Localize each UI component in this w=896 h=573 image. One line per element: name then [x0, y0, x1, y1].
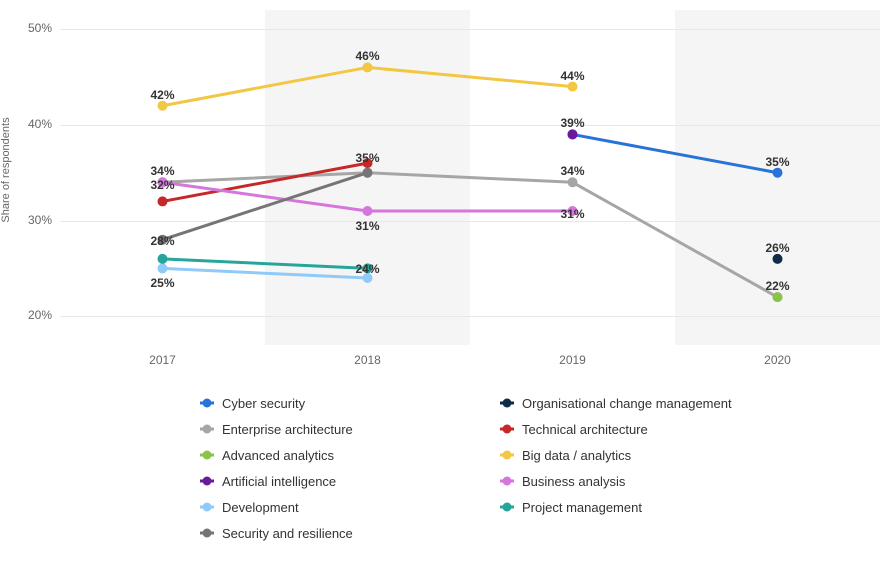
legend-marker-icon [200, 422, 214, 436]
legend-label: Project management [522, 500, 642, 515]
legend-marker-icon [500, 422, 514, 436]
series-marker [568, 82, 578, 92]
y-tick-label: 30% [12, 213, 52, 227]
data-label: 34% [560, 164, 584, 178]
series-marker [363, 62, 373, 72]
legend-item[interactable]: Cyber security [200, 390, 500, 416]
series-marker [773, 292, 783, 302]
legend-item[interactable]: Advanced analytics [200, 442, 500, 468]
series-marker [773, 168, 783, 178]
legend-item[interactable]: Project management [500, 494, 800, 520]
legend-marker-icon [500, 396, 514, 410]
legend: Cyber security Organisational change mana… [200, 390, 840, 546]
legend-marker-icon [500, 474, 514, 488]
x-tick-label: 2019 [559, 353, 586, 367]
legend-marker-icon [200, 500, 214, 514]
series-svg [60, 10, 880, 345]
series-line [163, 268, 368, 278]
legend-item[interactable]: Development [200, 494, 500, 520]
legend-item[interactable]: Organisational change management [500, 390, 800, 416]
legend-item[interactable]: Business analysis [500, 468, 800, 494]
y-tick-label: 40% [12, 117, 52, 131]
data-label: 32% [150, 178, 174, 192]
data-label: 31% [355, 219, 379, 233]
data-label: 26% [765, 241, 789, 255]
y-tick-label: 50% [12, 21, 52, 35]
legend-label: Technical architecture [522, 422, 648, 437]
data-label: 24% [355, 262, 379, 276]
data-label: 42% [150, 88, 174, 102]
legend-marker-icon [500, 448, 514, 462]
legend-item[interactable]: Technical architecture [500, 416, 800, 442]
legend-label: Development [222, 500, 299, 515]
series-marker [158, 254, 168, 264]
legend-label: Big data / analytics [522, 448, 631, 463]
data-label: 35% [765, 155, 789, 169]
y-axis-label: Share of respondents [0, 117, 12, 222]
legend-label: Advanced analytics [222, 448, 334, 463]
legend-label: Cyber security [222, 396, 305, 411]
legend-label: Security and resilience [222, 526, 353, 541]
legend-label: Enterprise architecture [222, 422, 353, 437]
legend-label: Artificial intelligence [222, 474, 336, 489]
series-marker [363, 206, 373, 216]
data-label: 35% [355, 151, 379, 165]
data-label: 25% [150, 276, 174, 290]
legend-marker-icon [500, 500, 514, 514]
legend-item[interactable]: Artificial intelligence [200, 468, 500, 494]
legend-label: Organisational change management [522, 396, 732, 411]
series-marker [363, 168, 373, 178]
series-marker [773, 254, 783, 264]
series-marker [568, 177, 578, 187]
data-label: 46% [355, 49, 379, 63]
data-label: 31% [560, 207, 584, 221]
series-marker [158, 263, 168, 273]
legend-marker-icon [200, 396, 214, 410]
data-label: 22% [765, 279, 789, 293]
legend-item[interactable]: Enterprise architecture [200, 416, 500, 442]
legend-label: Business analysis [522, 474, 625, 489]
legend-item[interactable]: Big data / analytics [500, 442, 800, 468]
series-marker [158, 196, 168, 206]
data-label: 39% [560, 116, 584, 130]
series-line [163, 173, 778, 297]
x-tick-label: 2017 [149, 353, 176, 367]
chart-container: Share of respondents 20% 30% 40% 50% 42% 34%… [0, 0, 896, 573]
data-label: 44% [560, 69, 584, 83]
x-tick-label: 2018 [354, 353, 381, 367]
series-line [163, 259, 368, 269]
series-marker [568, 129, 578, 139]
legend-marker-icon [200, 526, 214, 540]
legend-marker-icon [200, 448, 214, 462]
legend-item[interactable]: Security and resilience [200, 520, 500, 546]
y-tick-label: 20% [12, 308, 52, 322]
data-label: 34% [150, 164, 174, 178]
data-label: 28% [150, 234, 174, 248]
legend-marker-icon [200, 474, 214, 488]
series-line [573, 134, 778, 172]
plot-area: 42%34%32%28%25%46%35%31%24%44%39%34%31%3… [60, 10, 880, 345]
x-tick-label: 2020 [764, 353, 791, 367]
series-marker [158, 101, 168, 111]
series-line [163, 67, 573, 105]
